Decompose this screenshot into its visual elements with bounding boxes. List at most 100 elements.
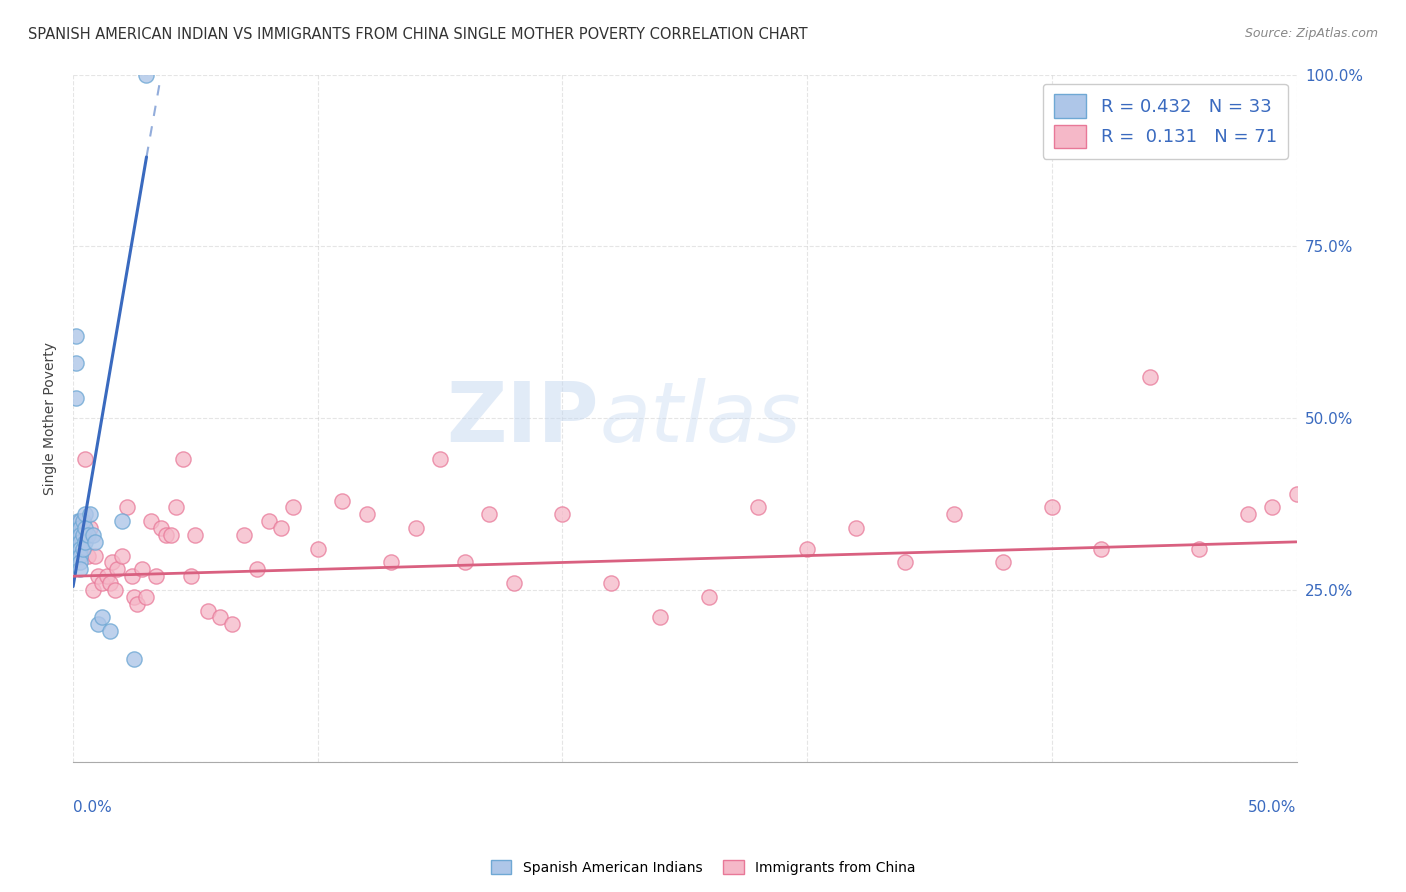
Point	[69, 514, 91, 528]
Point	[86, 569, 108, 583]
Point	[135, 68, 157, 82]
Point	[150, 521, 173, 535]
Point	[160, 528, 183, 542]
Point	[101, 556, 124, 570]
Point	[82, 582, 104, 597]
Point	[270, 521, 292, 535]
Point	[796, 541, 818, 556]
Point	[257, 514, 280, 528]
Point	[65, 356, 87, 370]
Point	[1384, 610, 1406, 624]
Point	[650, 610, 672, 624]
Point	[69, 521, 91, 535]
Point	[79, 508, 101, 522]
Point	[66, 541, 89, 556]
Point	[76, 528, 98, 542]
Point	[943, 508, 966, 522]
Point	[1334, 576, 1357, 591]
Point	[991, 556, 1014, 570]
Point	[845, 521, 868, 535]
Legend: Spanish American Indians, Immigrants from China: Spanish American Indians, Immigrants fro…	[485, 855, 921, 880]
Point	[697, 590, 720, 604]
Point	[478, 508, 501, 522]
Point	[111, 514, 134, 528]
Point	[96, 569, 118, 583]
Text: atlas: atlas	[599, 377, 801, 458]
Text: ZIP: ZIP	[447, 377, 599, 458]
Point	[145, 569, 167, 583]
Point	[551, 508, 574, 522]
Point	[330, 493, 353, 508]
Point	[131, 562, 153, 576]
Point	[115, 500, 138, 515]
Point	[104, 582, 127, 597]
Point	[66, 528, 89, 542]
Point	[66, 514, 89, 528]
Point	[72, 528, 94, 542]
Point	[79, 521, 101, 535]
Point	[356, 508, 378, 522]
Point	[197, 604, 219, 618]
Point	[65, 391, 87, 405]
Point	[1188, 541, 1211, 556]
Point	[69, 556, 91, 570]
Point	[69, 562, 91, 576]
Point	[82, 528, 104, 542]
Point	[91, 610, 114, 624]
Text: Source: ZipAtlas.com: Source: ZipAtlas.com	[1244, 27, 1378, 40]
Point	[221, 617, 243, 632]
Legend: R = 0.432   N = 33, R =  0.131   N = 71: R = 0.432 N = 33, R = 0.131 N = 71	[1043, 84, 1288, 159]
Point	[172, 452, 194, 467]
Point	[600, 576, 623, 591]
Point	[65, 328, 87, 343]
Text: 0.0%: 0.0%	[73, 799, 112, 814]
Point	[72, 514, 94, 528]
Point	[91, 576, 114, 591]
Point	[165, 500, 187, 515]
Point	[66, 521, 89, 535]
Point	[86, 617, 108, 632]
Point	[125, 597, 148, 611]
Point	[380, 556, 402, 570]
Point	[283, 500, 305, 515]
Y-axis label: Single Mother Poverty: Single Mother Poverty	[44, 342, 58, 495]
Point	[122, 590, 145, 604]
Point	[76, 549, 98, 563]
Point	[122, 651, 145, 665]
Point	[246, 562, 269, 576]
Point	[75, 521, 97, 535]
Point	[69, 514, 91, 528]
Point	[453, 556, 475, 570]
Point	[184, 528, 207, 542]
Point	[69, 528, 91, 542]
Point	[105, 562, 128, 576]
Point	[747, 500, 769, 515]
Point	[75, 534, 97, 549]
Text: SPANISH AMERICAN INDIAN VS IMMIGRANTS FROM CHINA SINGLE MOTHER POVERTY CORRELATI: SPANISH AMERICAN INDIAN VS IMMIGRANTS FR…	[28, 27, 807, 42]
Point	[155, 528, 177, 542]
Point	[405, 521, 427, 535]
Point	[75, 508, 97, 522]
Point	[307, 541, 329, 556]
Point	[69, 534, 91, 549]
Point	[98, 624, 121, 639]
Point	[121, 569, 143, 583]
Point	[180, 569, 202, 583]
Point	[72, 541, 94, 556]
Point	[502, 576, 524, 591]
Point	[66, 549, 89, 563]
Text: 50.0%: 50.0%	[1249, 799, 1296, 814]
Point	[66, 534, 89, 549]
Point	[429, 452, 451, 467]
Point	[1090, 541, 1112, 556]
Point	[1261, 500, 1284, 515]
Point	[69, 549, 91, 563]
Point	[894, 556, 917, 570]
Point	[69, 541, 91, 556]
Point	[1236, 508, 1258, 522]
Point	[98, 576, 121, 591]
Point	[72, 514, 94, 528]
Point	[111, 549, 134, 563]
Point	[233, 528, 256, 542]
Point	[84, 549, 107, 563]
